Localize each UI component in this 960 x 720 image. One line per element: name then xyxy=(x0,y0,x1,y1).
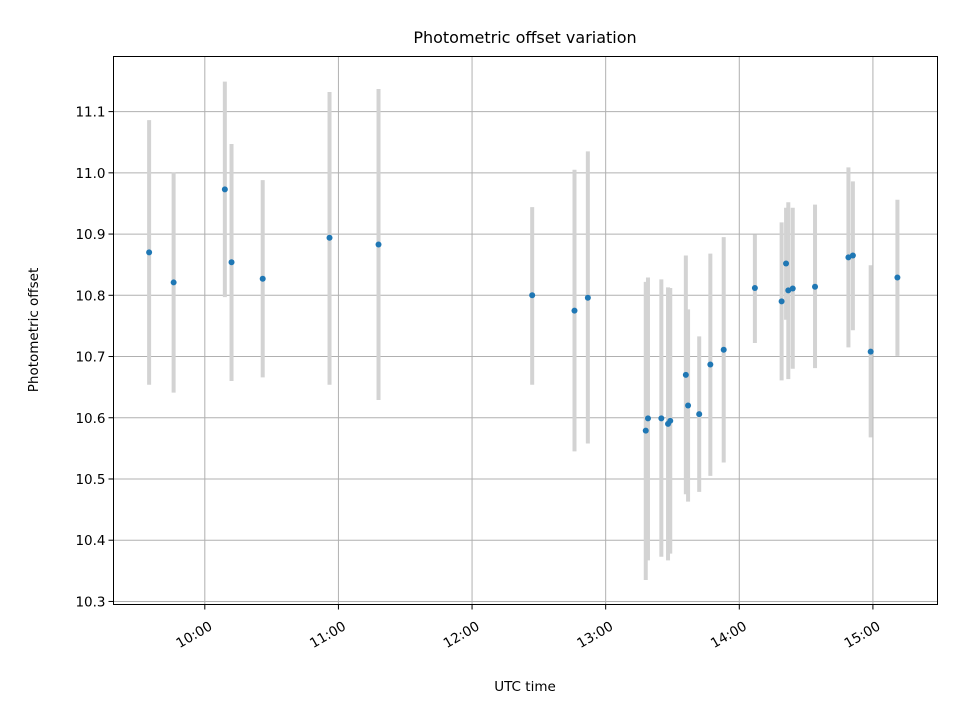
data-point xyxy=(894,274,901,281)
x-tick-label: 12:00 xyxy=(441,618,483,651)
data-point xyxy=(571,307,578,314)
plot-frame xyxy=(113,56,938,605)
data-point xyxy=(685,402,692,409)
data-points xyxy=(146,186,901,434)
data-point xyxy=(146,249,153,256)
data-point xyxy=(812,283,819,290)
y-tick-label: 10.3 xyxy=(75,594,105,610)
chart-title: Photometric offset variation xyxy=(413,28,636,47)
data-point xyxy=(529,292,536,299)
x-axis-ticks: 10:00 11:00 12:00 13:00 14:00 15:00 xyxy=(174,604,884,652)
x-tick-label: 13:00 xyxy=(574,618,616,651)
data-point xyxy=(682,371,689,378)
y-axis-ticks: 10.3 10.4 10.5 10.6 10.7 10.8 10.9 11.0 11.1 xyxy=(75,105,114,610)
data-point xyxy=(259,275,266,282)
data-point xyxy=(375,241,382,248)
data-point xyxy=(221,186,228,193)
data-point xyxy=(696,411,703,418)
y-axis-label: Photometric offset xyxy=(26,268,42,392)
data-point xyxy=(228,259,235,266)
x-tick-label: 10:00 xyxy=(174,618,216,651)
data-point xyxy=(644,415,651,422)
y-tick-label: 10.9 xyxy=(75,227,105,243)
y-tick-label: 10.5 xyxy=(75,472,105,488)
data-point xyxy=(867,348,874,355)
data-point xyxy=(642,427,649,434)
x-tick-label: 11:00 xyxy=(307,618,349,651)
x-tick-label: 15:00 xyxy=(842,618,884,651)
data-point xyxy=(326,234,333,241)
y-tick-label: 10.8 xyxy=(75,288,105,304)
x-tick-label: 14:00 xyxy=(708,618,750,651)
data-point xyxy=(658,415,665,422)
data-point xyxy=(783,260,790,267)
data-point xyxy=(667,417,674,424)
error-bars xyxy=(147,81,900,581)
data-point xyxy=(751,284,758,291)
grid xyxy=(113,56,938,605)
x-axis-label: UTC time xyxy=(494,679,556,695)
data-point xyxy=(789,285,796,292)
data-point xyxy=(720,346,727,353)
y-tick-label: 11.1 xyxy=(75,105,105,121)
data-point xyxy=(778,298,785,305)
y-tick-label: 10.7 xyxy=(75,350,105,366)
data-point xyxy=(584,294,591,301)
y-tick-label: 11.0 xyxy=(75,166,105,182)
y-tick-label: 10.4 xyxy=(75,533,105,549)
data-point xyxy=(170,279,177,286)
data-point xyxy=(849,252,856,259)
data-point xyxy=(707,361,714,368)
y-tick-label: 10.6 xyxy=(75,411,105,427)
